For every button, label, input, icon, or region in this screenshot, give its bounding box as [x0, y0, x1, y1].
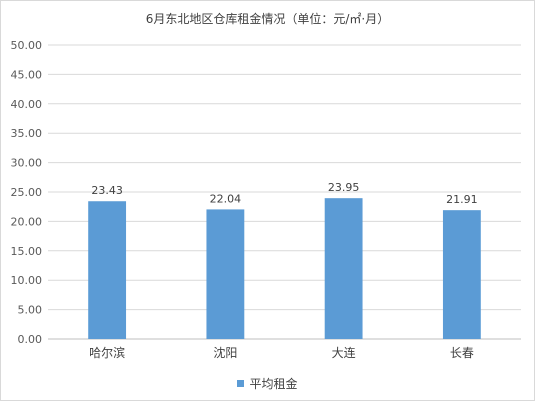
- y-tick-label: 20.00: [11, 215, 43, 228]
- legend-label: 平均租金: [249, 377, 298, 391]
- bar: [88, 201, 127, 339]
- legend-swatch: [237, 380, 245, 387]
- data-label: 21.91: [446, 193, 478, 206]
- bar: [324, 198, 363, 339]
- category-label: 沈阳: [213, 345, 237, 360]
- y-tick-label: 5.00: [18, 304, 43, 317]
- y-tick-label: 50.00: [11, 39, 43, 52]
- legend: 平均租金: [1, 375, 534, 392]
- y-tick-label: 35.00: [11, 127, 43, 140]
- y-tick-label: 25.00: [11, 186, 43, 199]
- bar: [206, 209, 245, 339]
- category-label: 长春: [450, 346, 474, 360]
- bar: [442, 210, 481, 339]
- y-tick-label: 30.00: [11, 157, 43, 170]
- y-tick-label: 10.00: [11, 274, 43, 287]
- y-tick-label: 15.00: [11, 245, 43, 258]
- y-tick-label: 45.00: [11, 68, 43, 81]
- category-label: 哈尔滨: [89, 345, 125, 360]
- data-label: 22.04: [210, 192, 242, 205]
- data-label: 23.43: [91, 184, 123, 197]
- y-tick-label: 0.00: [18, 333, 43, 346]
- data-label: 23.95: [328, 181, 360, 194]
- y-tick-label: 40.00: [11, 98, 43, 111]
- category-label: 大连: [332, 345, 356, 360]
- chart-title: 6月东北地区仓库租金情况（单位：元/㎡·月）: [145, 12, 390, 26]
